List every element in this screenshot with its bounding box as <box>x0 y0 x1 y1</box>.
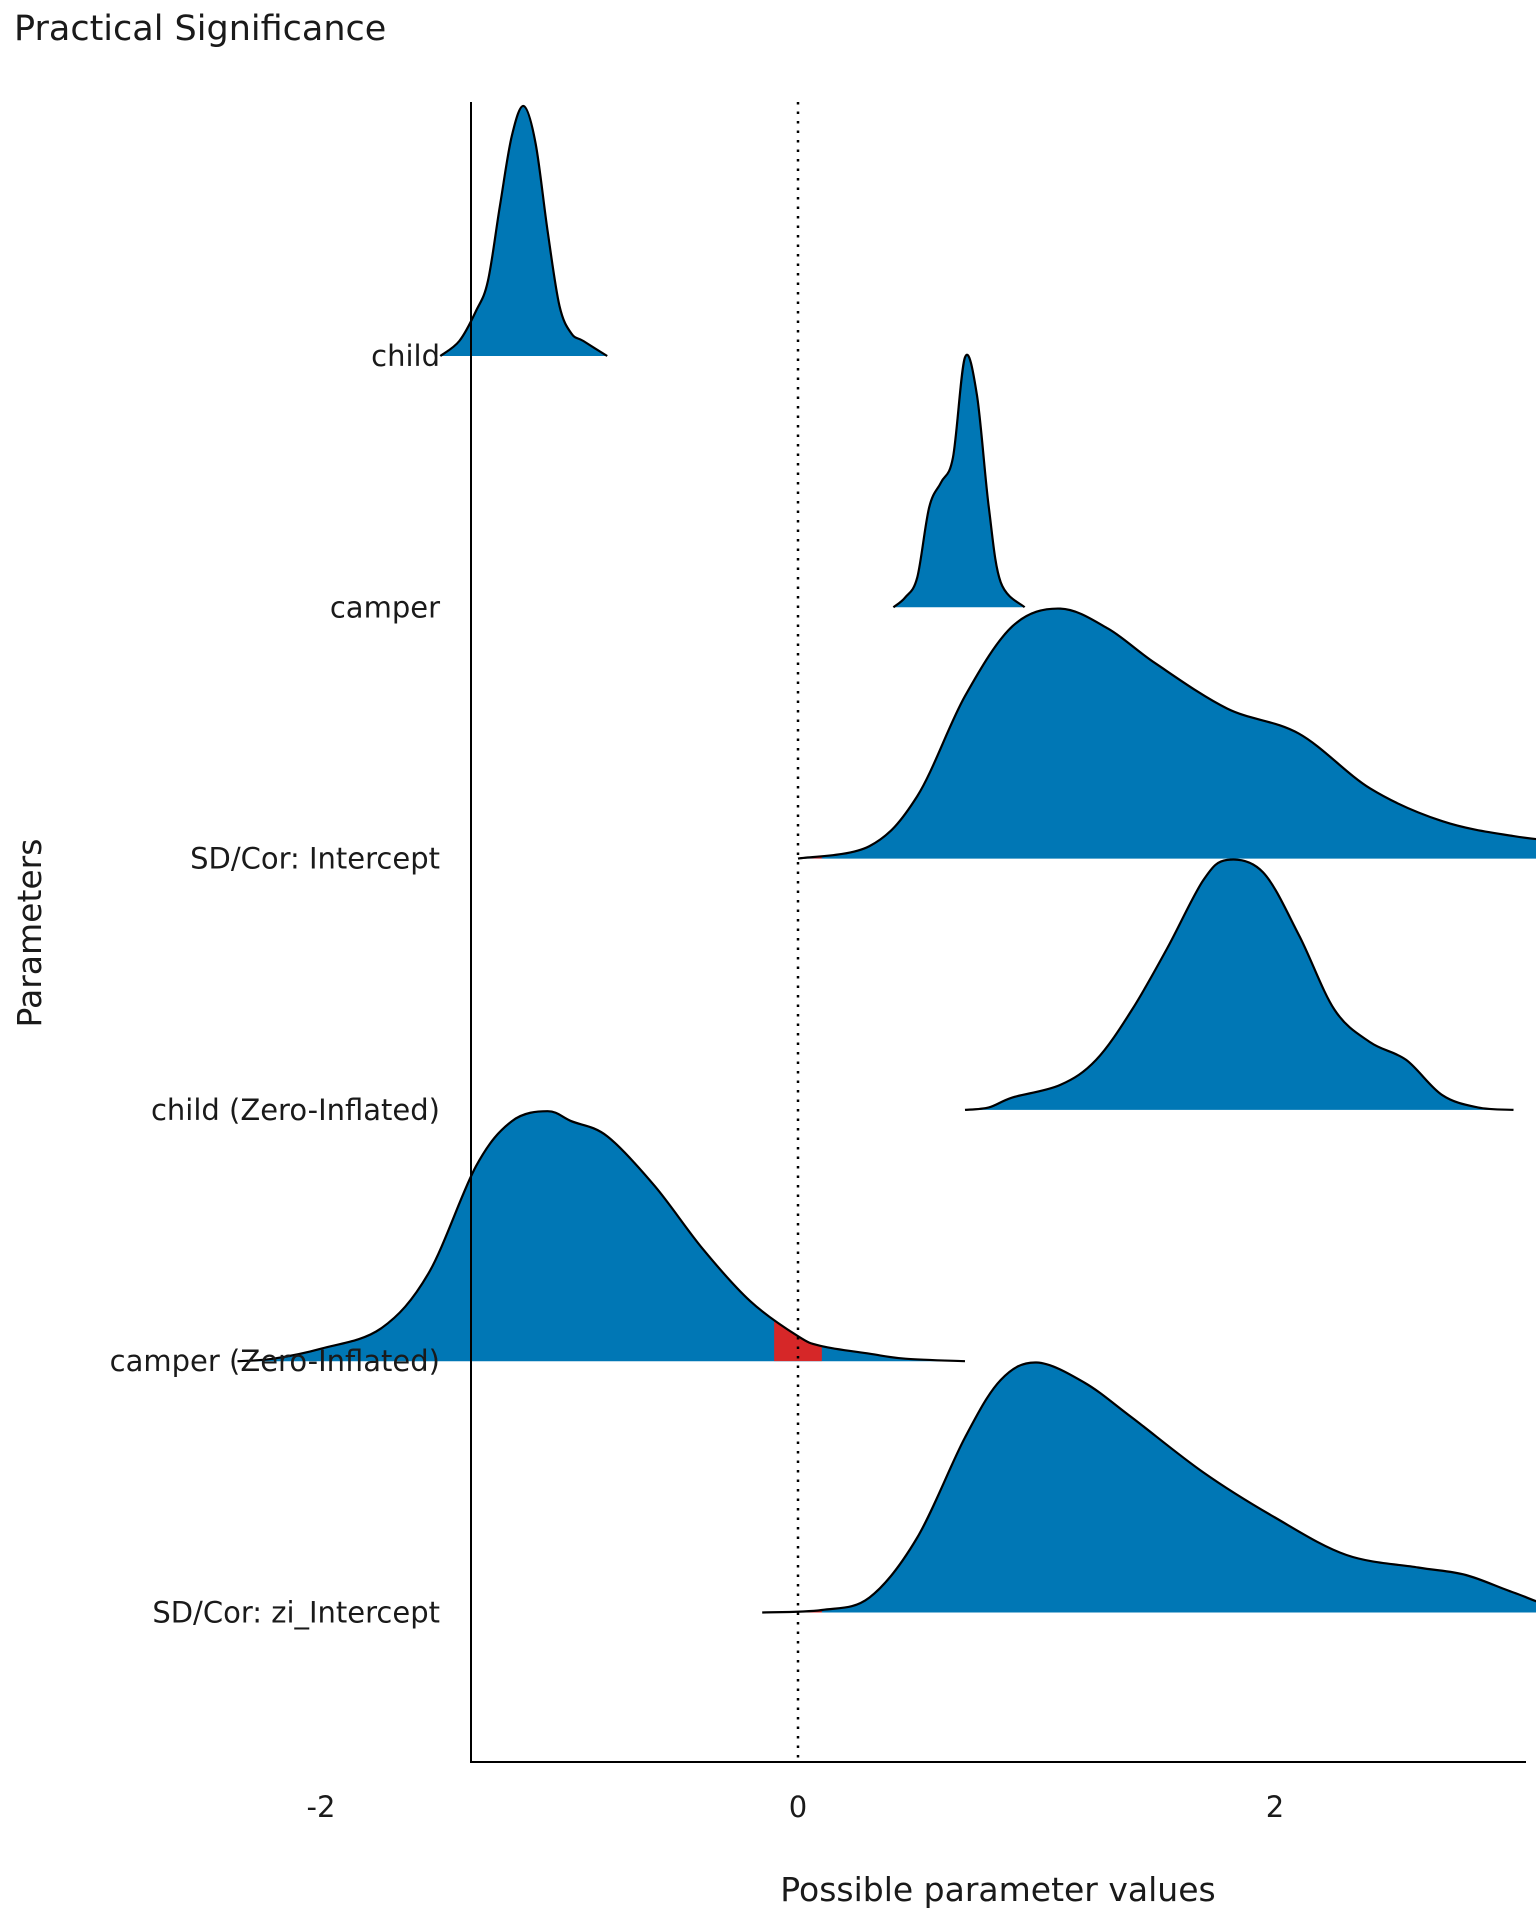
rope-region-child <box>774 101 822 356</box>
y-tick-label: child <box>371 339 440 373</box>
density-outline-sd-cor-intercept <box>797 607 1536 860</box>
y-tick-label: SD/Cor: Intercept <box>190 842 440 876</box>
density-outline-sd-cor-zi-intercept <box>762 1361 1536 1614</box>
density-fill-camper <box>893 354 1025 608</box>
y-tick-label: camper (Zero-Inflated) <box>110 1344 440 1378</box>
density-fill-camper-zero-inflated <box>237 1111 965 1362</box>
chart-title: Practical Significance <box>14 9 386 49</box>
x-tick-labels: -20246 <box>307 1790 1285 1824</box>
y-tick-labels: child camper SD/Cor: Intercept child (Zero-… <box>110 339 440 1630</box>
y-tick-label: child (Zero-Inflated) <box>151 1093 440 1127</box>
density-outline-child-zero-inflated <box>964 858 1514 1111</box>
density-fill-sd-cor-intercept <box>798 608 1536 859</box>
y-tick-label: SD/Cor: zi_Intercept <box>152 1596 440 1630</box>
y-axis-title: Parameters <box>10 839 49 1028</box>
density-outline-camper <box>892 353 1026 609</box>
x-axis-title: Possible parameter values <box>780 1870 1215 1909</box>
x-tick-label: 0 <box>789 1790 807 1824</box>
y-tick-label: camper <box>330 590 440 624</box>
x-tick-label: -2 <box>307 1790 336 1824</box>
density-fill-child <box>440 105 608 356</box>
density-outline-child <box>439 104 608 357</box>
x-tick-label: 2 <box>1266 1790 1284 1824</box>
density-fill-sd-cor-zi-intercept <box>762 1362 1536 1613</box>
density-fill-child-zero-inflated <box>965 859 1514 1110</box>
density-outline-camper-zero-inflated <box>237 1110 966 1363</box>
